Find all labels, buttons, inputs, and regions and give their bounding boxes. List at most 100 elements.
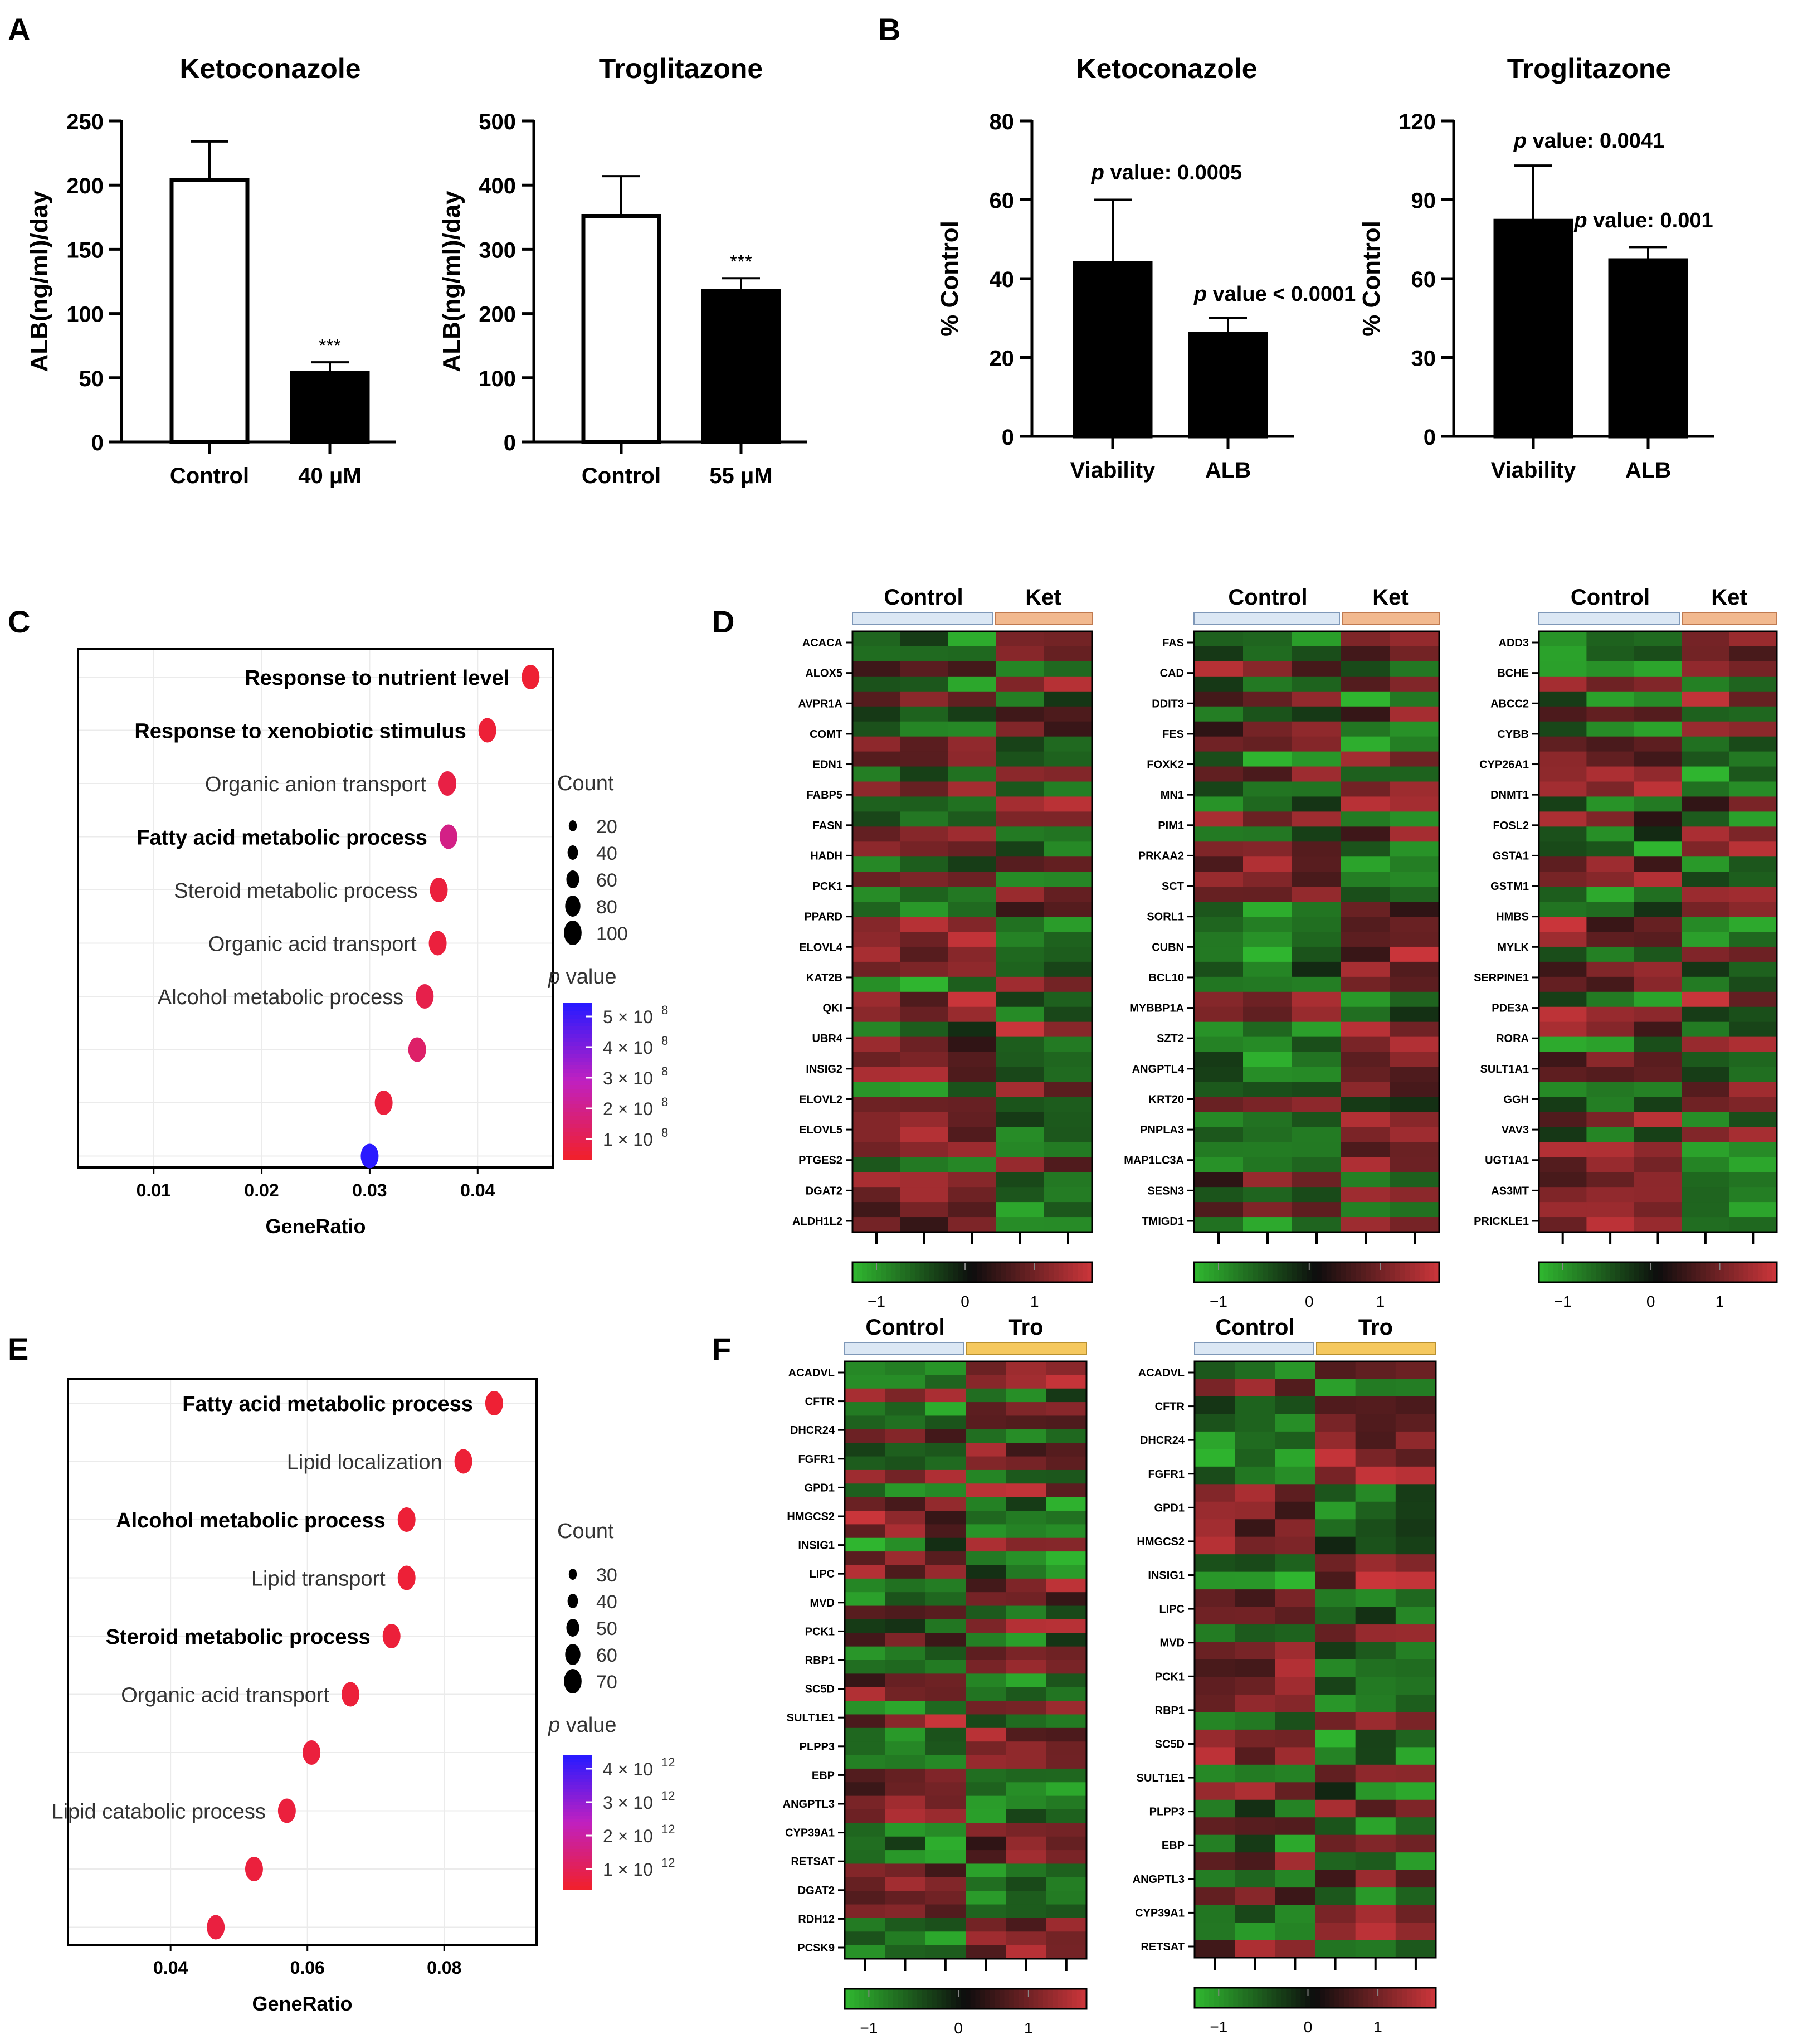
- color-legend-exponent: 8: [661, 1126, 668, 1140]
- heat-cell: [885, 1605, 926, 1620]
- heat-cell: [1194, 1082, 1244, 1098]
- heat-cell: [885, 1850, 926, 1865]
- heat-cell: [845, 1877, 885, 1891]
- bar: [1608, 258, 1688, 439]
- heat-cell: [996, 751, 1045, 767]
- scale-bar: [1366, 1262, 1371, 1282]
- heat-cell: [1275, 1571, 1316, 1590]
- heat-cell: [1539, 646, 1587, 662]
- heat-cell: [1586, 691, 1635, 707]
- size-legend-label: 60: [596, 1645, 617, 1666]
- heat-cell: [845, 1469, 885, 1484]
- heat-cell: [1539, 1202, 1587, 1218]
- heat-cell: [1682, 826, 1730, 842]
- gene-label: SZT2: [1157, 1033, 1184, 1045]
- heat-cell: [845, 1673, 885, 1688]
- heat-cell: [885, 1687, 926, 1701]
- scale-bar: [1601, 1262, 1606, 1282]
- heat-cell: [1682, 631, 1730, 647]
- scale-bar: [941, 1989, 947, 2009]
- heat-cell: [1355, 1379, 1396, 1397]
- heat-cell: [1044, 961, 1093, 977]
- heat-cell: [845, 1755, 885, 1769]
- gene-label: PPARD: [804, 911, 842, 923]
- heat-cell: [1539, 856, 1587, 872]
- color-legend-bar: [563, 1802, 592, 1806]
- gene-label: DNMT1: [1490, 789, 1529, 801]
- heat-cell: [852, 1217, 901, 1233]
- heat-cell: [885, 1633, 926, 1647]
- heat-cell: [1194, 991, 1244, 1008]
- heat-cell: [925, 1701, 966, 1715]
- gene-label: FGFR1: [798, 1453, 835, 1466]
- heat-cell: [1195, 1554, 1235, 1573]
- scale-bar: [1262, 1988, 1268, 2008]
- heat-cell: [1395, 1799, 1436, 1818]
- heat-cell: [1355, 1536, 1396, 1555]
- heat-cell: [1194, 902, 1244, 917]
- heat-cell: [1355, 1361, 1396, 1380]
- heat-cell: [1195, 1484, 1235, 1502]
- scale-label: 0: [1305, 1293, 1314, 1310]
- heat-cell: [1341, 661, 1391, 677]
- heat-cell: [1341, 961, 1391, 977]
- scale-bar: [854, 1989, 860, 2009]
- heat-cell: [1275, 1396, 1316, 1415]
- scale-bar: [1738, 1262, 1745, 1282]
- scale-bar: [1266, 1988, 1273, 2008]
- heat-cell: [1682, 902, 1730, 917]
- heat-cell: [1235, 1852, 1275, 1871]
- size-legend-dot: [566, 870, 579, 888]
- group-label: Tro: [1358, 1315, 1393, 1340]
- heat-cell: [1729, 1067, 1777, 1083]
- scale-bar: [1339, 1988, 1345, 2008]
- heat-cell: [845, 1768, 885, 1783]
- heat-cell: [1586, 991, 1635, 1008]
- heat-cell: [1006, 1687, 1047, 1701]
- heat-cell: [1195, 1571, 1235, 1590]
- heat-cell: [1044, 1067, 1093, 1083]
- heat-cell: [1355, 1905, 1396, 1923]
- heat-cell: [885, 1511, 926, 1525]
- heat-cell: [845, 1619, 885, 1633]
- size-legend-label: 40: [596, 1592, 617, 1613]
- x-tick-label: Viability: [1491, 458, 1576, 483]
- size-legend-label: 50: [596, 1618, 617, 1639]
- gene-label: HADH: [810, 850, 842, 862]
- heat-cell: [1006, 1633, 1047, 1647]
- heat-cell: [1243, 1082, 1293, 1098]
- scale-bar: [1242, 1988, 1249, 2008]
- heat-cell: [1235, 1764, 1275, 1783]
- heat-cell: [1539, 1052, 1587, 1068]
- heat-cell: [1634, 1006, 1682, 1023]
- gene-label: CAD: [1160, 668, 1184, 680]
- heat-cell: [1682, 796, 1730, 812]
- color-legend-bar: [563, 1104, 592, 1109]
- scale-bar: [1078, 1262, 1083, 1282]
- data-point: [439, 824, 457, 849]
- heat-cell: [996, 631, 1045, 647]
- y-tick-label: 50: [79, 367, 104, 391]
- scale-bar: [1385, 1262, 1391, 1282]
- size-legend-title: Count: [557, 772, 614, 795]
- term-label: Lipid catabolic process: [51, 1800, 265, 1824]
- heat-cell: [1355, 1571, 1396, 1590]
- scale-bar: [1253, 1262, 1259, 1282]
- y-tick-label: 0: [91, 431, 104, 455]
- heat-cell: [1315, 1940, 1356, 1958]
- heat-cell: [885, 1945, 926, 1959]
- heat-cell: [1194, 946, 1244, 962]
- scale-bar: [1010, 1262, 1016, 1282]
- gene-label: QKI: [822, 1002, 842, 1015]
- heat-cell: [1235, 1782, 1275, 1800]
- group-label: Control: [1215, 1315, 1294, 1340]
- heat-cell: [1006, 1511, 1047, 1525]
- term-label: Fatty acid metabolic process: [182, 1393, 473, 1416]
- heat-cell: [852, 1006, 901, 1023]
- heat-cell: [845, 1836, 885, 1851]
- scale-bar: [1292, 1262, 1298, 1282]
- heat-cell: [845, 1904, 885, 1919]
- scale-bar: [999, 1989, 1005, 2009]
- heat-cell: [852, 646, 901, 662]
- heat-cell: [1539, 1067, 1587, 1083]
